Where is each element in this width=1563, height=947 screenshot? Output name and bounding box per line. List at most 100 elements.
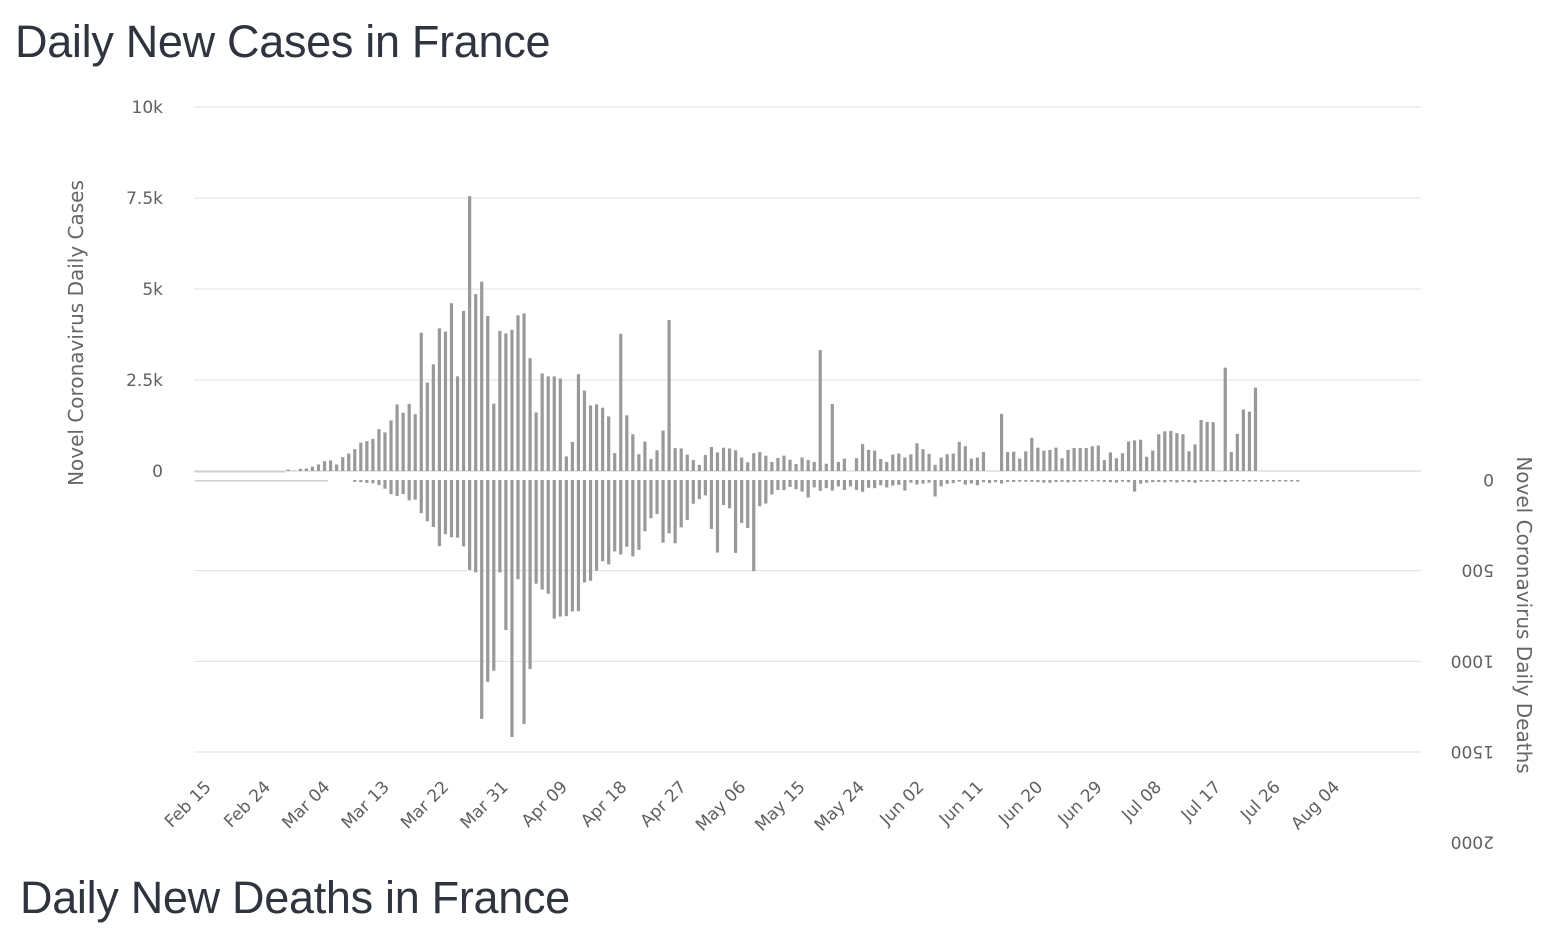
case-bar <box>921 449 925 471</box>
deaths-tick-label: 500 <box>1462 560 1494 580</box>
death-bar <box>770 480 774 495</box>
deaths-tick-label: 1500 <box>1451 741 1494 761</box>
death-bar <box>782 480 786 490</box>
case-bar <box>691 460 695 471</box>
case-bar <box>1108 452 1112 471</box>
death-bar <box>407 480 411 501</box>
x-tick-label: Jul 26 <box>1236 777 1284 825</box>
case-bar <box>279 471 286 473</box>
case-bar <box>486 315 490 471</box>
death-bar <box>303 480 310 482</box>
death-bar <box>401 480 405 494</box>
case-bar <box>951 453 955 471</box>
case-bar <box>818 350 822 471</box>
death-bar <box>734 480 738 553</box>
death-bar <box>1084 480 1088 482</box>
x-tick-label: Mar 22 <box>397 777 453 833</box>
case-bar <box>365 441 369 471</box>
case-bar <box>1012 451 1016 471</box>
death-bar <box>715 480 720 553</box>
case-bar <box>601 407 605 471</box>
case-bar <box>359 442 363 471</box>
case-bar <box>546 376 550 471</box>
case-bar <box>492 403 496 471</box>
death-bar <box>309 480 316 482</box>
cases-tick-label: 7.5k <box>126 189 163 209</box>
case-bar <box>1175 433 1179 471</box>
death-bar <box>969 480 973 484</box>
death-bar <box>1199 480 1203 482</box>
case-bar <box>830 404 834 471</box>
deaths-tick-label: 1000 <box>1451 650 1494 670</box>
case-bar <box>909 454 913 471</box>
death-bar <box>425 480 429 522</box>
death-bar <box>231 480 238 482</box>
death-bar <box>1211 480 1215 482</box>
death-bar <box>492 480 496 671</box>
death-bar <box>1060 480 1064 482</box>
death-bar <box>727 480 732 509</box>
case-bar <box>1193 444 1197 471</box>
death-bar <box>419 480 423 514</box>
death-bar <box>806 480 810 498</box>
death-bar <box>800 480 804 492</box>
death-bar <box>812 480 816 488</box>
death-bar <box>721 480 726 506</box>
case-bar <box>353 449 357 471</box>
case-bar <box>734 450 738 471</box>
death-bar <box>999 480 1004 484</box>
x-tick-label: May 06 <box>692 777 750 835</box>
death-bar <box>842 480 847 490</box>
case-bar <box>1126 441 1131 471</box>
death-bar <box>576 480 581 612</box>
case-bar <box>1006 452 1010 471</box>
death-bar <box>522 480 526 724</box>
case-bar <box>619 333 623 471</box>
case-bar <box>764 455 768 471</box>
death-bar <box>836 480 840 487</box>
death-bar <box>1145 480 1149 483</box>
death-bar <box>1259 480 1264 482</box>
death-bar <box>987 480 992 484</box>
death-bar <box>655 480 659 514</box>
cases-tick-label: 0 <box>152 462 163 482</box>
death-bar <box>752 480 756 572</box>
case-bar <box>812 461 816 471</box>
case-bar <box>1018 458 1022 471</box>
death-bar <box>1247 480 1252 482</box>
death-bar <box>1241 480 1245 482</box>
death-bar <box>255 480 262 482</box>
death-bar <box>395 480 399 496</box>
death-bar <box>1126 480 1131 483</box>
x-tick-label: Mar 04 <box>278 777 334 833</box>
case-bar <box>903 457 907 471</box>
death-bar <box>673 480 677 544</box>
case-bar <box>1181 434 1185 471</box>
case-bar <box>528 358 532 471</box>
death-bar <box>667 480 671 534</box>
case-bar <box>860 444 865 471</box>
case-bar <box>231 471 238 473</box>
case-bar <box>1048 449 1052 471</box>
case-bar <box>1223 367 1227 471</box>
death-bar <box>1036 480 1040 483</box>
case-bar <box>267 471 274 473</box>
case-bar <box>981 452 986 471</box>
x-tick-label: Apr 18 <box>577 777 631 831</box>
case-bar <box>455 376 460 471</box>
death-bar <box>201 480 208 482</box>
death-bar <box>461 480 466 547</box>
case-bar <box>249 471 256 473</box>
case-bar <box>685 454 689 471</box>
case-bar <box>219 471 226 473</box>
death-bar <box>981 480 986 483</box>
death-bar <box>594 480 599 571</box>
case-bar <box>897 453 901 471</box>
death-bar <box>297 480 304 482</box>
deaths-tick-label: 2000 <box>1451 832 1494 852</box>
death-bar <box>1169 480 1173 482</box>
death-bar <box>1090 480 1094 482</box>
x-tick-label: Apr 09 <box>518 777 572 831</box>
case-bar <box>558 378 562 471</box>
death-bar <box>546 480 550 594</box>
